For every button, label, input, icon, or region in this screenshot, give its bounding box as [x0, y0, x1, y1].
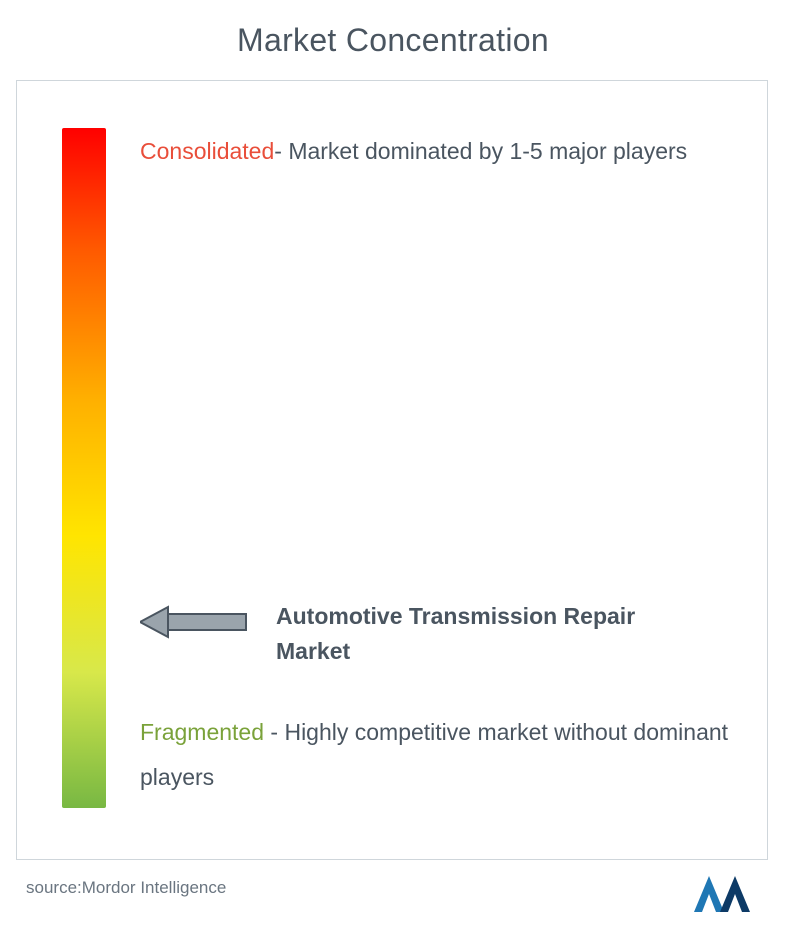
fragmented-label: Fragmented: [140, 719, 264, 745]
concentration-gradient-bar: [62, 128, 106, 808]
market-pointer-row: Automotive Transmission Repair Market: [140, 599, 720, 670]
brand-logo: [694, 872, 756, 912]
consolidated-label: Consolidated: [140, 138, 274, 164]
consolidated-description: Consolidated- Market dominated by 1-5 ma…: [140, 130, 700, 174]
market-name-label: Automotive Transmission Repair Market: [276, 599, 696, 670]
page-title: Market Concentration: [0, 22, 786, 59]
left-arrow-icon: [140, 603, 248, 641]
source-text: source:Mordor Intelligence: [26, 878, 226, 898]
fragmented-description: Fragmented - Highly competitive market w…: [140, 710, 730, 800]
consolidated-rest: - Market dominated by 1-5 major players: [274, 138, 687, 164]
